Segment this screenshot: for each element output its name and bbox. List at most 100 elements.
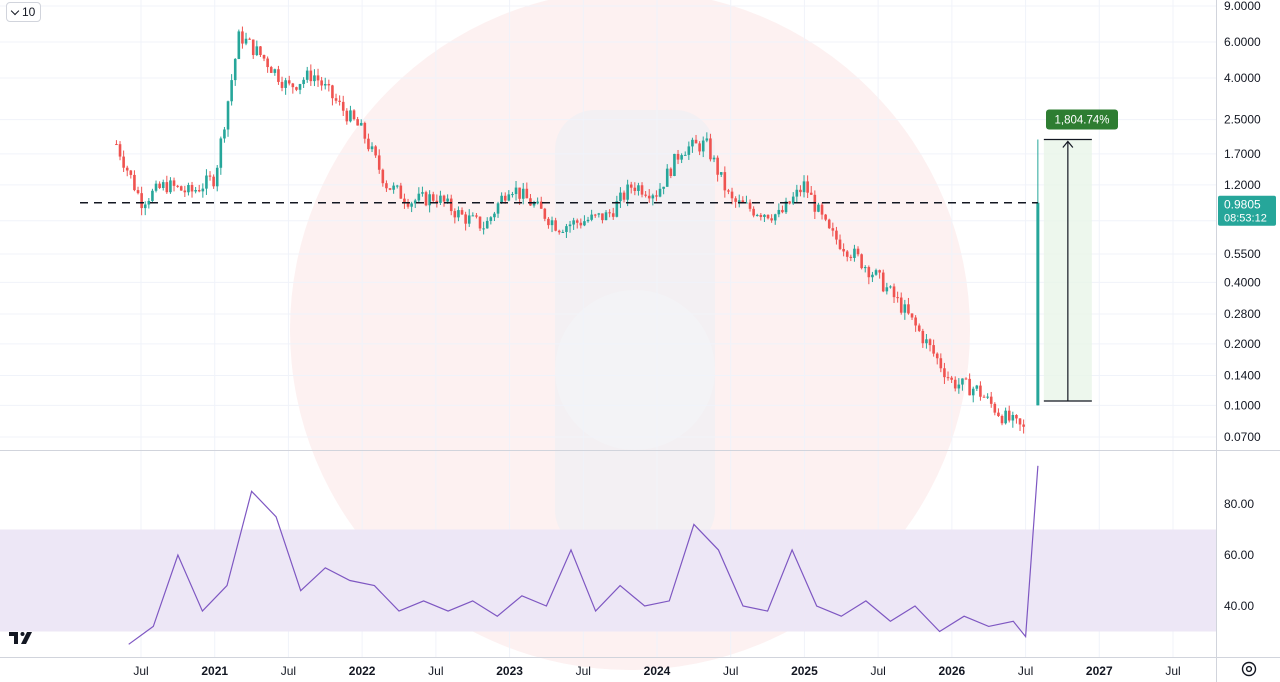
candle xyxy=(511,191,514,198)
candle xyxy=(493,211,496,222)
candle xyxy=(914,315,917,332)
candle xyxy=(161,179,165,191)
candle xyxy=(154,180,158,193)
candle xyxy=(745,195,748,204)
candle xyxy=(971,386,975,403)
candle xyxy=(554,217,557,232)
candle xyxy=(590,209,593,222)
candle xyxy=(611,207,615,220)
candle xyxy=(698,141,701,156)
candle xyxy=(644,190,647,198)
candle xyxy=(777,203,781,218)
candle xyxy=(691,137,694,153)
candle xyxy=(514,181,518,201)
tradingview-logo-icon[interactable] xyxy=(8,630,38,646)
candle xyxy=(687,141,691,160)
candle xyxy=(230,74,233,106)
candle xyxy=(485,217,489,229)
candle xyxy=(658,183,662,198)
price-tick-label: 0.2800 xyxy=(1224,307,1261,321)
candle xyxy=(370,142,374,153)
time-axis[interactable]: Jul 2021 Jul 2022 Jul 2023 Jul 2024 Jul 2025 Jul 20… xyxy=(133,664,1180,678)
candle xyxy=(957,378,961,394)
candle xyxy=(349,105,352,123)
candle xyxy=(676,149,680,165)
candle xyxy=(460,207,464,216)
time-tick-label: 2023 xyxy=(496,664,523,678)
time-tick-label: Jul xyxy=(281,664,296,678)
candle xyxy=(863,265,867,273)
candle xyxy=(950,375,953,383)
candle xyxy=(626,179,629,207)
candle xyxy=(683,151,687,156)
candle xyxy=(550,216,554,233)
candle xyxy=(903,299,907,320)
time-tick-label: Jul xyxy=(870,664,885,678)
candle xyxy=(129,169,133,179)
candle xyxy=(831,222,835,237)
candle xyxy=(662,186,665,195)
candle xyxy=(248,37,251,40)
current-price-label: 0.9805 xyxy=(1224,198,1261,212)
candle xyxy=(547,217,550,229)
arrow-up-icon xyxy=(1062,140,1074,148)
candle xyxy=(532,200,536,208)
candle xyxy=(781,205,784,214)
interval-selector[interactable]: 10 xyxy=(6,2,42,22)
price-range-measure[interactable]: 1,804.74% xyxy=(1043,109,1118,402)
candle xyxy=(928,338,932,352)
candle xyxy=(352,109,356,121)
candle xyxy=(845,250,849,262)
candle xyxy=(795,184,799,204)
candle xyxy=(1011,411,1015,428)
candle xyxy=(399,182,403,199)
candle-breakout xyxy=(1036,139,1040,406)
candle xyxy=(557,229,561,235)
candle xyxy=(140,186,143,216)
candle xyxy=(136,186,140,195)
candle xyxy=(939,353,943,373)
candle xyxy=(1007,405,1011,423)
rsi-axis: 80.00 60.00 40.00 xyxy=(1224,497,1254,613)
candle xyxy=(377,149,381,174)
candle xyxy=(442,194,446,207)
candle xyxy=(561,229,565,234)
candle xyxy=(341,95,345,117)
candle xyxy=(413,198,417,209)
candle xyxy=(637,182,640,196)
candle xyxy=(183,185,187,197)
candle xyxy=(453,208,457,224)
candle xyxy=(1018,418,1022,431)
candle xyxy=(269,65,273,73)
candle xyxy=(539,196,543,209)
candle xyxy=(755,213,759,217)
chevron-down-icon xyxy=(10,6,20,15)
candle xyxy=(291,82,295,94)
candle xyxy=(266,56,269,73)
current-price-badge: 0.9805 08:53:12 xyxy=(1218,195,1276,226)
candle xyxy=(979,381,982,401)
candle xyxy=(640,182,644,198)
candle xyxy=(187,182,190,196)
candle xyxy=(593,213,597,218)
candle xyxy=(766,214,770,220)
candle xyxy=(615,195,619,218)
candle xyxy=(835,226,838,245)
price-tick-label: 0.0700 xyxy=(1224,430,1261,444)
price-tick-label: 0.1400 xyxy=(1224,368,1261,382)
rsi-series-line xyxy=(128,465,1039,645)
candle xyxy=(205,169,208,195)
candle xyxy=(597,212,601,218)
candle xyxy=(791,192,795,205)
candle xyxy=(280,76,284,92)
candle xyxy=(233,58,237,86)
settings-icon[interactable] xyxy=(1240,660,1258,678)
price-axis[interactable]: 9.00006.00004.00002.50001.70001.20000.80… xyxy=(1224,0,1261,444)
candle xyxy=(478,216,482,232)
candle xyxy=(579,218,583,229)
candle xyxy=(975,384,979,392)
candle xyxy=(727,188,730,195)
candle xyxy=(388,188,392,191)
candle xyxy=(525,182,529,199)
candle xyxy=(583,215,586,227)
